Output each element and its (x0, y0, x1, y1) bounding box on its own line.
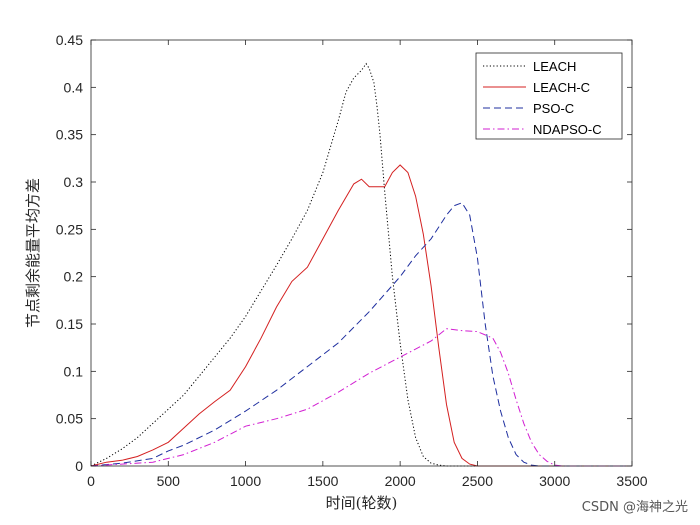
series-line-ndapso-c (90, 328, 632, 467)
x-tick-label: 2500 (462, 473, 493, 489)
x-tick-label: 1500 (307, 473, 338, 489)
series-layer (90, 62, 632, 467)
x-axis-label: 时间(轮数) (326, 494, 398, 512)
watermark: CSDN @海神之光 (581, 500, 688, 515)
x-tick-label: 500 (157, 473, 181, 489)
y-tick-label: 0.35 (56, 127, 83, 143)
legend-label-pso-c: PSO-C (533, 101, 574, 116)
y-tick-label: 0.45 (56, 32, 83, 48)
y-tick-label: 0.2 (64, 269, 84, 285)
legend-label-leach-c: LEACH-C (533, 80, 590, 95)
y-tick-label: 0 (75, 458, 83, 474)
y-tick-label: 0.3 (64, 174, 84, 190)
series-line-leach (90, 62, 632, 467)
x-tick-label: 2000 (385, 473, 416, 489)
x-tick-label: 3500 (616, 473, 647, 489)
y-tick-label: 0.4 (64, 79, 84, 95)
y-tick-label: 0.25 (56, 221, 83, 237)
legend: LEACH LEACH-C PSO-C NDAPSO-C (475, 52, 623, 140)
x-tick-label: 3000 (539, 473, 570, 489)
x-tick-label: 1000 (230, 473, 261, 489)
x-tick-label: 0 (87, 473, 95, 489)
y-tick-label: 0.1 (64, 363, 84, 379)
y-axis-label: 节点剩余能量平均方差 (24, 178, 42, 328)
legend-label-ndapso-c: NDAPSO-C (533, 122, 602, 137)
legend-label-leach: LEACH (533, 59, 576, 74)
legend-box (475, 52, 623, 140)
axes-layer: 0 500 1000 1500 2000 2500 3000 3500 0 0.05 0.1 0.15… (24, 32, 648, 512)
y-tick-label: 0.15 (56, 316, 83, 332)
y-tick-label: 0.05 (56, 411, 83, 427)
series-line-pso-c (90, 202, 632, 467)
axes-box (90, 39, 633, 467)
series-line-leach-c (90, 164, 632, 467)
